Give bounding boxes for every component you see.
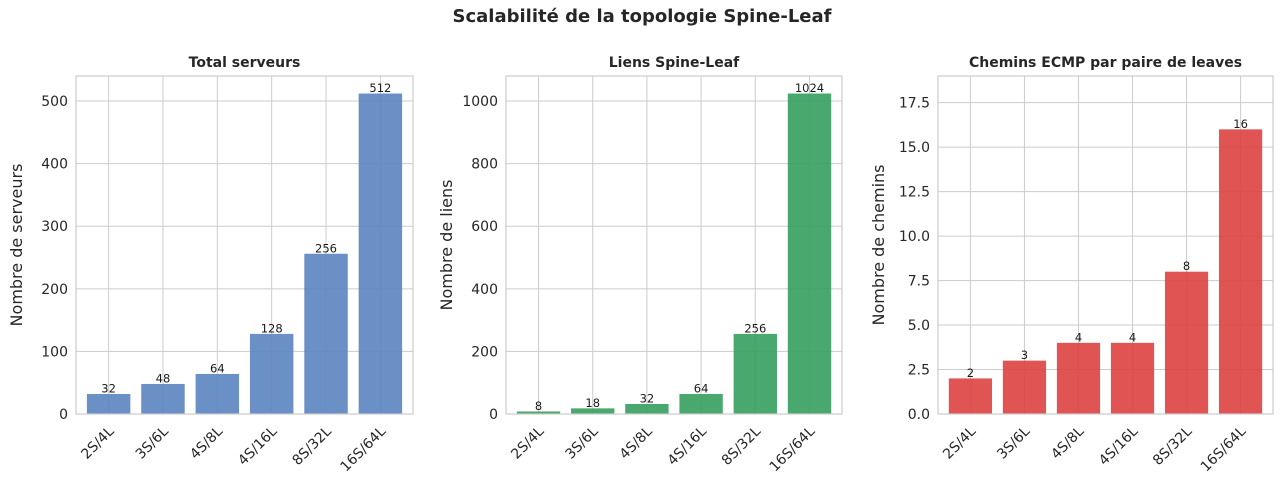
x-tick-label: 4S/16L (235, 423, 280, 468)
plot-frame (505, 75, 843, 415)
x-tick-label: 8S/32L (290, 423, 335, 468)
y-tick-label: 17.5 (899, 96, 930, 112)
y-tick-label: 600 (471, 219, 498, 235)
x-tick-label: 2S/4L (508, 423, 547, 462)
bar (195, 373, 240, 414)
data-label: 4 (1129, 330, 1136, 344)
data-label: 64 (210, 361, 225, 375)
x-tick-label: 3S/6L (562, 423, 601, 462)
x-tick-label: 3S/6L (133, 423, 172, 462)
y-tick-label: 200 (471, 344, 498, 360)
y-tick-label: 300 (41, 219, 68, 235)
y-tick-label: 2.5 (908, 363, 930, 379)
data-label: 8 (535, 399, 542, 413)
y-tick-label: 500 (41, 94, 68, 110)
y-tick-label: 200 (41, 282, 68, 298)
bar (249, 333, 294, 414)
bar (679, 393, 723, 414)
x-tick-label: 4S/16L (1096, 423, 1141, 468)
y-tick-label: 12.5 (899, 185, 930, 201)
data-label: 16 (1233, 117, 1248, 131)
bar (304, 253, 348, 414)
y-tick-label: 0.0 (908, 407, 930, 423)
bar (1002, 360, 1047, 414)
x-tick-label: 16S/64L (767, 423, 819, 475)
data-label: 18 (585, 396, 600, 410)
bar (571, 408, 615, 414)
y-tick-label: 10.0 (899, 229, 930, 245)
x-tick-label: 16S/64L (338, 423, 390, 475)
y-tick-label: 0 (59, 407, 68, 423)
bar (733, 333, 777, 414)
bar (1056, 342, 1101, 414)
x-tick-label: 8S/32L (719, 423, 764, 468)
data-label: 32 (640, 391, 655, 405)
data-label: 8 (1183, 259, 1190, 273)
data-label: 48 (156, 371, 171, 385)
x-tick-label: 4S/8L (187, 423, 226, 462)
y-tick-label: 800 (471, 157, 498, 173)
y-tick-label: 100 (41, 344, 68, 360)
panel-title: Liens Spine-Leaf (609, 55, 740, 71)
bar (358, 93, 403, 414)
bar (86, 393, 131, 414)
bar (625, 403, 669, 414)
figure-title: Scalabilité de la topologie Spine-Leaf (452, 6, 832, 27)
data-label: 32 (101, 381, 116, 395)
data-label: 2 (967, 366, 974, 380)
data-label: 256 (315, 241, 337, 255)
bar (1218, 129, 1263, 415)
panel-title: Chemins ECMP par paire de leaves (969, 55, 1242, 71)
x-tick-label: 3S/6L (994, 423, 1033, 462)
data-label: 3 (1021, 348, 1028, 362)
y-tick-label: 400 (41, 157, 68, 173)
y-tick-label: 0 (489, 407, 498, 423)
x-tick-label: 4S/16L (665, 423, 710, 468)
plot-frame (75, 75, 414, 415)
x-tick-label: 16S/64L (1198, 423, 1250, 475)
data-label: 512 (369, 81, 391, 95)
y-axis-label: Nombre de serveurs (7, 164, 26, 327)
bar (948, 378, 993, 414)
data-label: 64 (694, 381, 709, 395)
x-tick-label: 2S/4L (78, 423, 117, 462)
x-tick-label: 2S/4L (940, 423, 979, 462)
data-label: 1024 (795, 81, 824, 95)
bar (516, 411, 561, 414)
data-label: 4 (1075, 330, 1082, 344)
data-label: 256 (744, 321, 766, 335)
x-tick-label: 8S/32L (1150, 423, 1195, 468)
y-axis-label: Nombre de liens (437, 180, 456, 311)
plot-frame (937, 75, 1274, 415)
y-tick-label: 400 (471, 282, 498, 298)
x-tick-label: 4S/8L (617, 423, 656, 462)
bar (787, 93, 832, 414)
y-tick-label: 15.0 (899, 140, 930, 156)
y-tick-label: 7.5 (908, 274, 930, 290)
y-axis-label: Nombre de chemins (869, 164, 888, 325)
data-label: 128 (261, 321, 283, 335)
bar (141, 383, 185, 414)
y-tick-label: 1000 (462, 94, 498, 110)
y-tick-label: 5.0 (908, 318, 930, 334)
panel-title: Total serveurs (189, 55, 301, 71)
x-tick-label: 4S/8L (1048, 423, 1087, 462)
bar (1110, 342, 1155, 414)
bar (1164, 271, 1209, 414)
